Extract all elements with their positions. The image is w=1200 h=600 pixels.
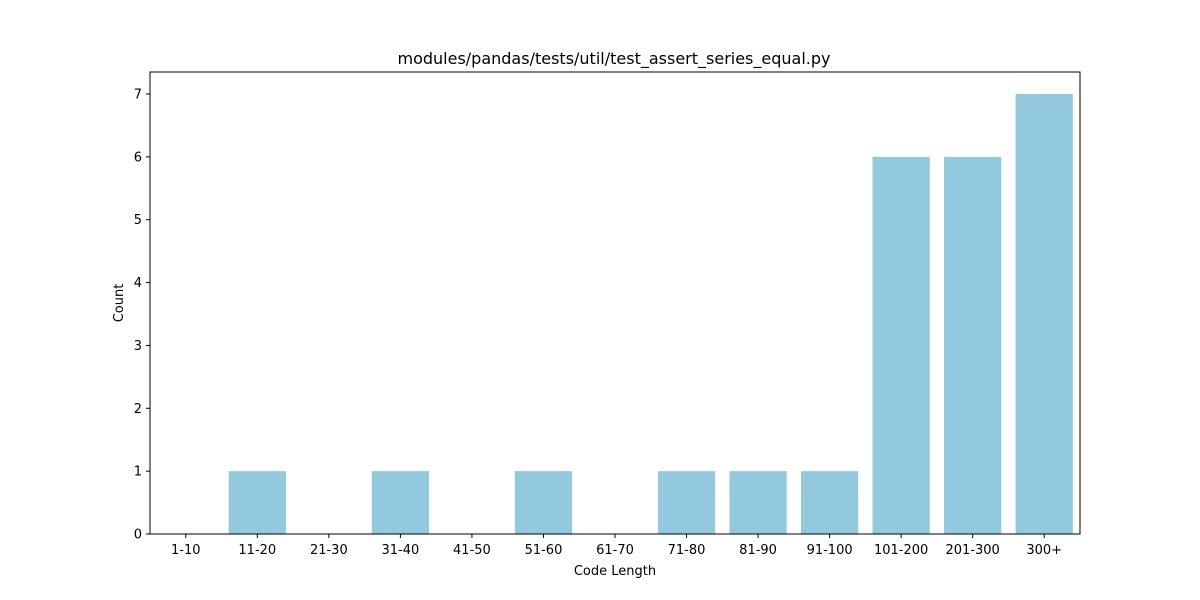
y-tick-label: 5 — [134, 213, 142, 228]
y-tick-label: 6 — [134, 150, 142, 165]
x-tick-label: 41-50 — [453, 543, 491, 558]
x-tick-label: 81-90 — [739, 543, 777, 558]
x-tick-label: 91-100 — [807, 543, 853, 558]
x-tick-label: 11-20 — [238, 543, 276, 558]
bar-81-90 — [729, 471, 787, 534]
y-axis-ticks: 0 1 2 3 4 5 6 7 — [134, 88, 150, 543]
y-tick-label: 3 — [134, 339, 142, 354]
bar-31-40 — [371, 471, 429, 534]
y-axis-label: Count — [112, 284, 127, 323]
x-axis-label: Code Length — [574, 564, 656, 579]
bar-71-80 — [657, 471, 716, 534]
x-tick-label: 1-10 — [171, 543, 201, 558]
chart-title: modules/pandas/tests/util/test_assert_se… — [397, 49, 830, 69]
bar-91-100 — [801, 471, 859, 534]
x-tick-label: 71-80 — [668, 543, 706, 558]
x-axis-ticks: 1-10 11-20 21-30 31-40 41-50 51-60 61-70 71-80 8… — [171, 534, 1062, 558]
bar-201-300 — [944, 156, 1002, 534]
plot-frame — [149, 71, 1081, 535]
y-tick-label: 0 — [134, 528, 142, 543]
x-tick-label: 201-300 — [946, 543, 1000, 558]
x-tick-label: 31-40 — [381, 543, 419, 558]
x-tick-label: 101-200 — [874, 543, 928, 558]
y-tick-label: 1 — [134, 465, 142, 480]
y-tick-label: 2 — [134, 402, 142, 417]
x-tick-label: 51-60 — [525, 543, 563, 558]
x-tick-label: 61-70 — [596, 543, 634, 558]
y-tick-label: 7 — [134, 88, 142, 103]
bar-101-200 — [872, 156, 930, 534]
bar-300+ — [1015, 94, 1073, 534]
bar-51-60 — [514, 471, 573, 534]
x-tick-label: 21-30 — [310, 543, 348, 558]
bar-11-20 — [228, 471, 286, 534]
y-tick-label: 4 — [134, 276, 142, 291]
bars-group — [228, 94, 1073, 534]
x-tick-label: 300+ — [1026, 543, 1062, 558]
